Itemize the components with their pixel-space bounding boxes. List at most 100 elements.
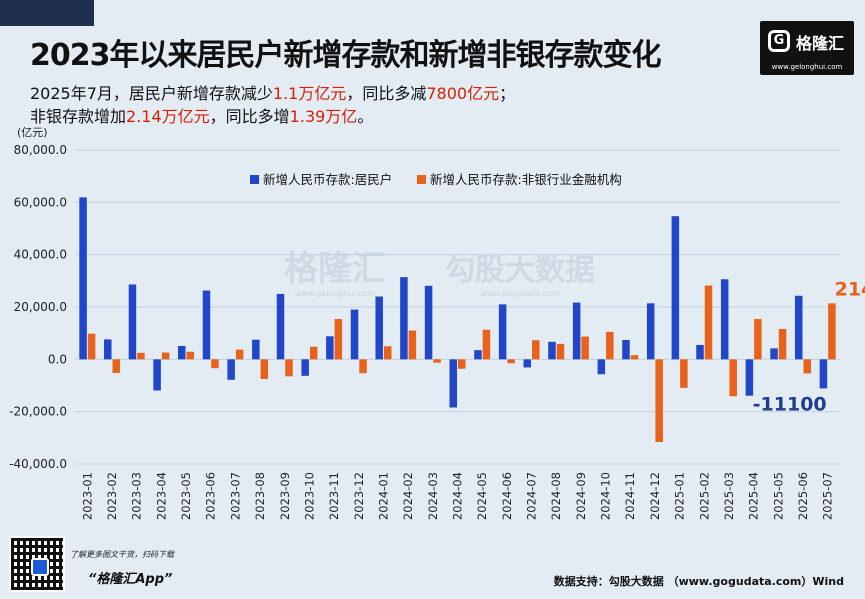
- bar-resident-2024-11: [622, 339, 630, 360]
- bar-resident-2023-10: [301, 359, 309, 376]
- bar-nonbank-2024-09: [581, 336, 589, 360]
- bar-nonbank-2025-01: [680, 359, 688, 388]
- y-tick-label: 20,000.0: [14, 300, 67, 314]
- bar-nonbank-2025-06: [803, 359, 811, 374]
- x-tick-label: 2024-03: [426, 472, 440, 520]
- watermark-right: 勾股大数据: [445, 253, 595, 288]
- y-unit-label: (亿元): [17, 126, 48, 139]
- bar-nonbank-2023-03: [137, 352, 145, 360]
- bar-resident-2025-03: [720, 279, 729, 360]
- deposit-chart: (亿元) -40,000.0 -20,000.0 0.0 20,000.0 40,000.…: [9, 126, 865, 520]
- bar-resident-2025-07: [819, 359, 828, 389]
- bar-nonbank-2023-06: [211, 359, 219, 369]
- watermark-right-sub: www.gogudata.com: [480, 289, 559, 298]
- bar-resident-2023-06: [202, 290, 211, 360]
- qr-code-icon[interactable]: [9, 536, 65, 592]
- x-tick-label: 2023-11: [327, 472, 341, 520]
- bar-resident-2024-06: [498, 304, 507, 360]
- bar-resident-2024-08: [548, 341, 556, 360]
- x-tick-label: 2023-05: [179, 472, 193, 520]
- line1-seg-4: ；: [499, 84, 516, 103]
- x-tick-label: 2023-10: [302, 472, 316, 520]
- bar-nonbank-2025-02: [704, 285, 713, 360]
- logo-name: 格隆汇: [796, 34, 845, 53]
- x-tick-label: 2025-03: [722, 472, 736, 520]
- bar-resident-2024-03: [424, 285, 433, 360]
- x-tick-label: 2023-08: [253, 472, 267, 520]
- legend-swatch-nonbank: [417, 175, 426, 184]
- x-tick-label: 2024-11: [623, 472, 637, 520]
- bar-resident-2023-03: [128, 284, 137, 360]
- bar-resident-2023-01: [79, 197, 87, 360]
- callout-0: 21400: [835, 278, 865, 300]
- bar-nonbank-2023-09: [285, 359, 293, 377]
- bar-nonbank-2024-01: [383, 346, 392, 360]
- y-tick-label: 60,000.0: [14, 195, 67, 209]
- bar-resident-2024-10: [597, 359, 606, 375]
- bar-nonbank-2024-05: [482, 329, 491, 360]
- bar-nonbank-2023-04: [161, 352, 170, 360]
- watermark-left-sub: www.gelonghui.com: [295, 289, 376, 298]
- x-tick-label: 2024-06: [500, 472, 514, 520]
- bar-resident-2023-08: [252, 339, 260, 360]
- bar-nonbank-2025-05: [778, 328, 787, 360]
- bar-resident-2023-07: [227, 359, 235, 380]
- y-tick-label: 40,000.0: [14, 248, 67, 262]
- x-tick-label: 2025-02: [697, 472, 711, 520]
- bar-resident-2023-05: [178, 345, 186, 360]
- line1-seg-1: 1.1万亿元: [272, 84, 347, 103]
- x-tick-label: 2023-06: [204, 472, 218, 520]
- x-tick-label: 2023-02: [105, 472, 119, 520]
- data-source: 数据支持：勾股大数据 （www.gogudata.com）Wind: [553, 575, 844, 588]
- bar-nonbank-2024-04: [458, 359, 466, 369]
- legend-label-nonbank: 新增人民币存款:非银行业金融机构: [430, 172, 622, 187]
- page-title: 2023年以来居民户新增存款和新增非银存款变化: [30, 38, 661, 73]
- watermark-left: 格隆汇: [284, 249, 386, 289]
- bar-resident-2025-06: [794, 295, 803, 360]
- bar-nonbank-2023-02: [112, 359, 121, 373]
- line1-seg-0: 2025年7月，居民户新增存款减少: [30, 84, 273, 103]
- y-tick-label: 0.0: [48, 352, 67, 366]
- subtitle-line-2: 非银存款增加2.14万亿元，同比多增1.39万亿。: [30, 103, 373, 127]
- bar-resident-2025-02: [696, 344, 704, 360]
- corner-mark: [0, 0, 94, 26]
- bar-resident-2024-01: [375, 296, 383, 360]
- bar-nonbank-2024-03: [433, 359, 441, 363]
- bar-resident-2023-12: [350, 309, 359, 360]
- bar-resident-2025-01: [671, 216, 680, 360]
- bar-nonbank-2025-04: [754, 319, 762, 360]
- bar-nonbank-2024-07: [532, 340, 540, 360]
- bar-nonbank-2024-10: [606, 331, 614, 360]
- x-tick-label: 2025-04: [747, 472, 761, 520]
- x-tick-label: 2025-06: [796, 472, 810, 520]
- bar-nonbank-2024-02: [408, 330, 417, 360]
- bar-resident-2025-04: [745, 359, 754, 396]
- bar-resident-2025-05: [770, 348, 778, 360]
- bar-resident-2024-07: [523, 359, 532, 368]
- x-tick-label: 2024-05: [475, 472, 489, 520]
- subtitle-line-1: 2025年7月，居民户新增存款减少1.1万亿元，同比多减7800亿元；: [30, 80, 515, 104]
- bar-nonbank-2024-11: [630, 355, 639, 360]
- x-tick-label: 2024-01: [376, 472, 390, 520]
- logo-url: www.gelonghui.com: [771, 63, 843, 71]
- x-tick-label: 2023-04: [154, 472, 168, 520]
- bar-nonbank-2023-10: [309, 346, 318, 360]
- x-tick-label: 2024-10: [599, 472, 613, 520]
- y-tick-label: -20,000.0: [9, 405, 67, 419]
- x-tick-label: 2023-01: [80, 472, 94, 520]
- bar-nonbank-2023-01: [87, 333, 96, 360]
- logo-mark-icon: G: [768, 30, 790, 52]
- line2-seg-1: 2.14万亿元: [126, 107, 210, 126]
- bar-resident-2024-09: [572, 302, 581, 360]
- y-tick-label: 80,000.0: [14, 143, 67, 157]
- legend-label-resident: 新增人民币存款:居民户: [263, 172, 392, 187]
- bar-nonbank-2023-12: [359, 359, 367, 374]
- footer-app-name: “格隆汇App”: [88, 572, 173, 587]
- footer-hint: 了解更多图文干货，扫码下载: [70, 550, 174, 559]
- bar-nonbank-2025-03: [729, 359, 737, 397]
- bar-nonbank-2024-12: [655, 359, 663, 443]
- bar-nonbank-2023-08: [260, 359, 269, 379]
- x-tick-label: 2023-07: [228, 472, 242, 520]
- bar-resident-2024-12: [646, 303, 655, 360]
- bar-nonbank-2024-08: [556, 343, 565, 360]
